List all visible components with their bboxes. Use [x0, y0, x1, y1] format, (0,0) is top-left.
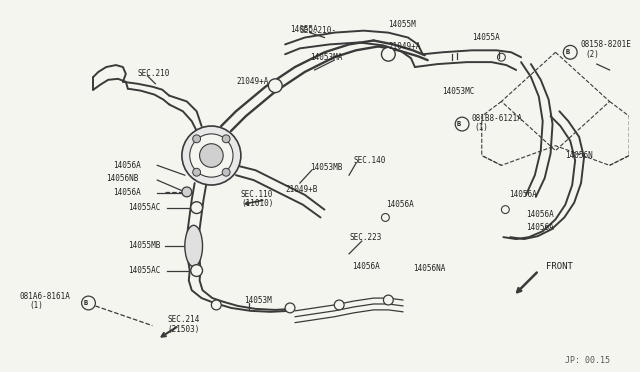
Circle shape [211, 300, 221, 310]
Text: 14056A: 14056A [526, 223, 554, 232]
Text: JP: 00.15: JP: 00.15 [564, 356, 609, 365]
Circle shape [501, 206, 509, 214]
Circle shape [334, 300, 344, 310]
Circle shape [193, 168, 200, 176]
Text: 14055MB: 14055MB [128, 241, 160, 250]
Text: 14056A: 14056A [113, 161, 141, 170]
Circle shape [182, 126, 241, 185]
Text: 14056A: 14056A [526, 210, 554, 219]
Ellipse shape [185, 225, 202, 267]
Text: SEC.210: SEC.210 [138, 70, 170, 78]
Text: 08158-8201E: 08158-8201E [580, 40, 631, 49]
Text: 14056A: 14056A [509, 190, 537, 199]
Circle shape [563, 45, 577, 59]
Text: 14055AC: 14055AC [128, 266, 160, 275]
Text: SEC.223: SEC.223 [349, 232, 381, 242]
Circle shape [191, 202, 202, 214]
Text: (1): (1) [475, 124, 489, 132]
Text: B: B [457, 121, 461, 127]
Circle shape [222, 135, 230, 143]
Text: 14056A: 14056A [113, 188, 141, 198]
Circle shape [285, 303, 295, 313]
Text: 14056A: 14056A [387, 200, 414, 209]
Circle shape [222, 168, 230, 176]
Text: 081A6-8161A: 081A6-8161A [20, 292, 70, 301]
Circle shape [381, 214, 389, 221]
Text: 21049+A: 21049+A [236, 77, 268, 86]
Text: 14055AC: 14055AC [128, 203, 160, 212]
Circle shape [381, 47, 396, 61]
Text: SEC.110: SEC.110 [241, 190, 273, 199]
Circle shape [191, 264, 202, 276]
Circle shape [268, 79, 282, 93]
Text: 14056NA: 14056NA [413, 264, 445, 273]
Text: SEC.214: SEC.214 [167, 315, 200, 324]
Text: 14056NB: 14056NB [106, 174, 138, 183]
Text: (21503): (21503) [167, 325, 200, 334]
Text: 081B8-6121A: 081B8-6121A [472, 114, 523, 123]
Text: FRONT: FRONT [546, 262, 573, 271]
Circle shape [182, 187, 192, 197]
Text: B: B [83, 300, 88, 306]
Text: 14053MB: 14053MB [310, 163, 342, 172]
Circle shape [193, 135, 200, 143]
Text: 14055A: 14055A [290, 25, 318, 34]
Text: (11010): (11010) [241, 199, 273, 208]
Circle shape [189, 134, 233, 177]
Text: B: B [565, 49, 570, 55]
Circle shape [82, 296, 95, 310]
Text: SEC.210-: SEC.210- [300, 26, 337, 35]
Text: 14053M: 14053M [244, 295, 271, 305]
Text: 14053MC: 14053MC [442, 87, 475, 96]
Text: 14055A: 14055A [472, 33, 500, 42]
Text: 21049+B: 21049+B [285, 185, 317, 195]
Text: 14053MA: 14053MA [310, 53, 342, 62]
Text: 14056N: 14056N [565, 151, 593, 160]
Circle shape [455, 117, 469, 131]
Text: (1): (1) [29, 301, 44, 311]
Text: 14055M: 14055M [388, 20, 416, 29]
Text: (2): (2) [585, 50, 599, 59]
Text: 21049+A: 21049+A [388, 42, 420, 51]
Text: 14056A: 14056A [352, 262, 380, 271]
Circle shape [200, 144, 223, 167]
Circle shape [383, 295, 393, 305]
Text: SEC.140: SEC.140 [354, 156, 387, 165]
